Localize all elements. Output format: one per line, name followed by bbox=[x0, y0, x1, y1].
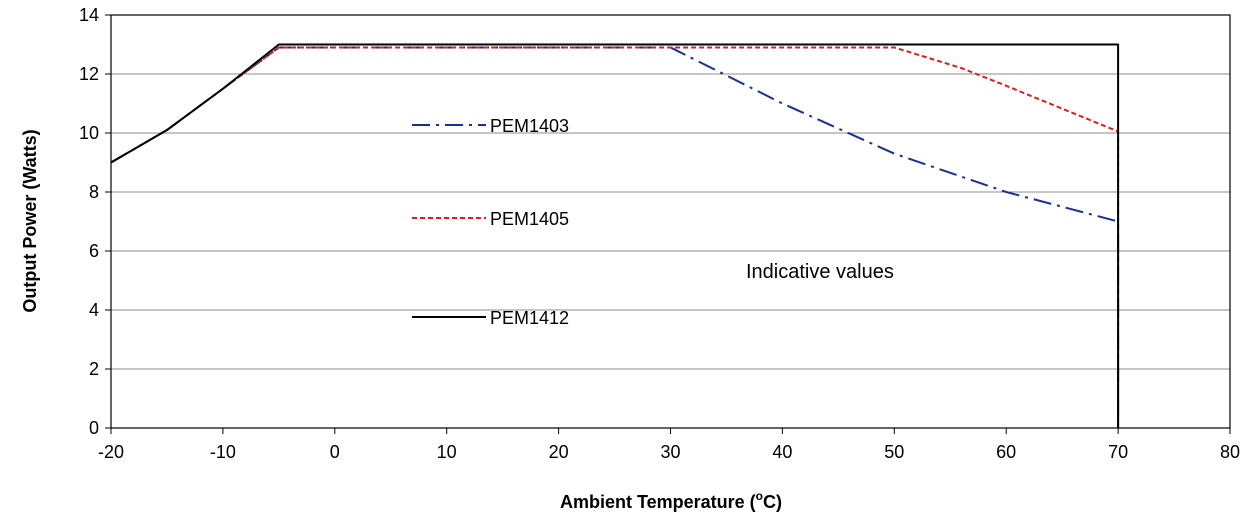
x-tick-label: 70 bbox=[1108, 442, 1128, 462]
plot-frame bbox=[110, 14, 1231, 429]
x-axis-title-suffix: C) bbox=[763, 492, 782, 512]
x-axis-title-main: Ambient Temperature ( bbox=[560, 492, 756, 512]
y-tick-label: 2 bbox=[89, 359, 99, 379]
legend-label-pem1403: PEM1403 bbox=[490, 116, 569, 136]
axis-ticks bbox=[105, 14, 1231, 434]
series-line-pem1412 bbox=[110, 43, 1120, 428]
x-tick-label: 80 bbox=[1220, 442, 1240, 462]
legend-label-pem1412: PEM1412 bbox=[490, 308, 569, 328]
x-tick-label: 10 bbox=[437, 442, 457, 462]
y-tick-label: 6 bbox=[89, 241, 99, 261]
x-axis-title: Ambient Temperature (oC) bbox=[560, 489, 782, 512]
x-tick-label: 50 bbox=[884, 442, 904, 462]
x-tick-label: 0 bbox=[330, 442, 340, 462]
y-axis-title: Output Power (Watts) bbox=[20, 129, 40, 312]
x-tick-label: 20 bbox=[549, 442, 569, 462]
x-tick-labels: -20 -10 0 10 20 30 40 50 60 70 80 bbox=[98, 442, 1240, 462]
x-tick-label: 40 bbox=[772, 442, 792, 462]
y-tick-label: 14 bbox=[79, 5, 99, 25]
x-tick-label: 30 bbox=[660, 442, 680, 462]
y-tick-label: 4 bbox=[89, 300, 99, 320]
y-tick-labels: 0 2 4 6 8 10 12 14 bbox=[79, 5, 99, 438]
x-tick-label: 60 bbox=[996, 442, 1016, 462]
legend: PEM1403 PEM1405 PEM1412 bbox=[412, 116, 569, 328]
y-tick-label: 0 bbox=[89, 418, 99, 438]
y-tick-label: 12 bbox=[79, 64, 99, 84]
series-lines bbox=[110, 43, 1120, 428]
x-tick-label: -20 bbox=[98, 442, 124, 462]
x-axis-title-superscript: o bbox=[756, 489, 763, 503]
x-tick-label: -10 bbox=[210, 442, 236, 462]
gridlines bbox=[111, 73, 1230, 370]
legend-label-pem1405: PEM1405 bbox=[490, 209, 569, 229]
annotation-indicative-values: Indicative values bbox=[746, 261, 894, 283]
y-tick-label: 10 bbox=[79, 123, 99, 143]
series-line-pem1403 bbox=[110, 46, 1120, 428]
series-line-pem1405 bbox=[110, 46, 1120, 428]
y-tick-label: 8 bbox=[89, 182, 99, 202]
